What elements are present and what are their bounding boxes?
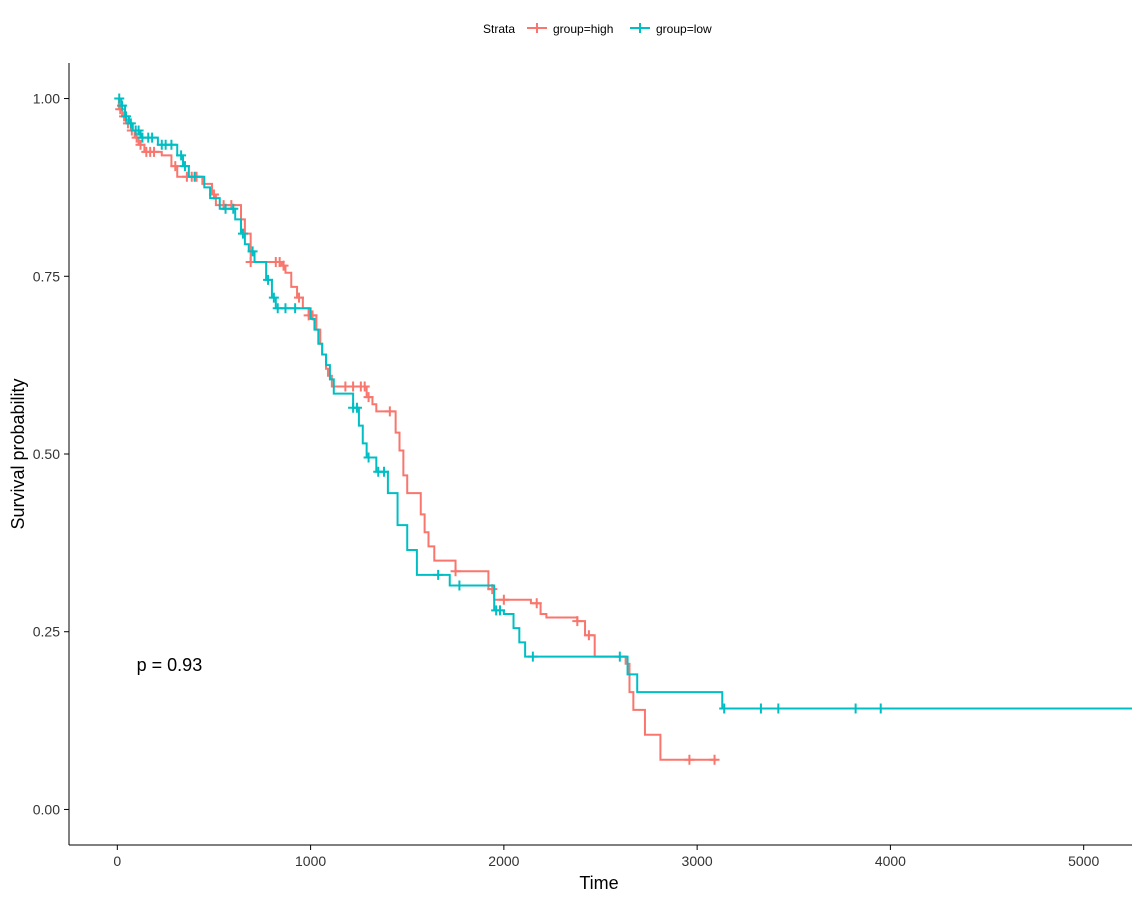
y-tick-label: 0.50 bbox=[33, 446, 60, 462]
x-tick-label: 3000 bbox=[682, 853, 713, 869]
censor-mark bbox=[117, 100, 128, 111]
censor-mark bbox=[293, 292, 304, 303]
y-tick-label: 0.00 bbox=[33, 801, 60, 817]
censor-mark bbox=[684, 754, 695, 765]
censor-mark bbox=[135, 139, 146, 150]
censor-mark bbox=[498, 594, 509, 605]
censor-mark bbox=[189, 171, 200, 182]
censor-mark bbox=[359, 381, 370, 392]
censor-mark bbox=[527, 651, 538, 662]
censor-mark bbox=[384, 406, 395, 417]
legend-title: Strata bbox=[483, 22, 515, 36]
censor-mark bbox=[290, 303, 301, 314]
censor-mark bbox=[755, 703, 766, 714]
censor-mark bbox=[614, 651, 625, 662]
censor-mark bbox=[363, 392, 374, 403]
censor-mark bbox=[176, 150, 187, 161]
censor-mark bbox=[351, 402, 362, 413]
censor-mark bbox=[850, 703, 861, 714]
censor-mark bbox=[237, 228, 248, 239]
censor-mark bbox=[494, 605, 505, 616]
censor-mark bbox=[133, 125, 144, 136]
censor-mark bbox=[773, 703, 784, 714]
series-layer bbox=[114, 93, 1132, 765]
y-axis-label: Survival probability bbox=[8, 378, 28, 529]
censor-mark bbox=[379, 466, 390, 477]
censor-mark bbox=[450, 566, 461, 577]
censor-mark bbox=[280, 303, 291, 314]
censor-mark bbox=[875, 703, 886, 714]
x-tick-label: 2000 bbox=[488, 853, 519, 869]
p-value-annotation: p = 0.93 bbox=[137, 655, 203, 675]
x-tick-label: 1000 bbox=[295, 853, 326, 869]
x-axis-label: Time bbox=[579, 873, 618, 893]
y-tick-label: 0.75 bbox=[33, 268, 60, 284]
censor-mark bbox=[433, 569, 444, 580]
x-tick-label: 4000 bbox=[875, 853, 906, 869]
censor-mark bbox=[583, 630, 594, 641]
censor-mark bbox=[125, 118, 136, 129]
censor-mark bbox=[454, 580, 465, 591]
censor-mark bbox=[247, 246, 258, 257]
censor-mark bbox=[114, 93, 125, 104]
legend-key-marker bbox=[532, 23, 542, 33]
x-tick-label: 0 bbox=[113, 853, 121, 869]
censor-mark bbox=[531, 598, 542, 609]
censor-mark bbox=[263, 274, 274, 285]
y-tick-label: 1.00 bbox=[33, 91, 60, 107]
censor-mark bbox=[179, 161, 190, 172]
survival-curve bbox=[117, 97, 1132, 710]
censor-mark bbox=[572, 616, 583, 627]
censor-mark bbox=[268, 292, 279, 303]
censor-mark bbox=[149, 146, 160, 157]
legend-entry-label: group=low bbox=[656, 22, 712, 36]
legend-entry-label: group=high bbox=[553, 22, 613, 36]
censor-mark bbox=[228, 203, 239, 214]
censor-mark bbox=[121, 111, 132, 122]
censor-mark bbox=[278, 260, 289, 271]
survival-curve bbox=[117, 97, 717, 761]
x-tick-label: 5000 bbox=[1068, 853, 1099, 869]
censor-mark bbox=[363, 452, 374, 463]
censor-mark bbox=[166, 139, 177, 150]
legend-key-marker bbox=[635, 23, 645, 33]
legend: Strata group=high group=low bbox=[483, 22, 712, 36]
series-group-high bbox=[115, 97, 720, 765]
censor-mark bbox=[719, 703, 730, 714]
censor-mark bbox=[147, 132, 158, 143]
censor-mark bbox=[709, 754, 720, 765]
y-tick-label: 0.25 bbox=[33, 624, 60, 640]
series-group-low bbox=[114, 93, 1132, 714]
censor-mark bbox=[170, 161, 181, 172]
